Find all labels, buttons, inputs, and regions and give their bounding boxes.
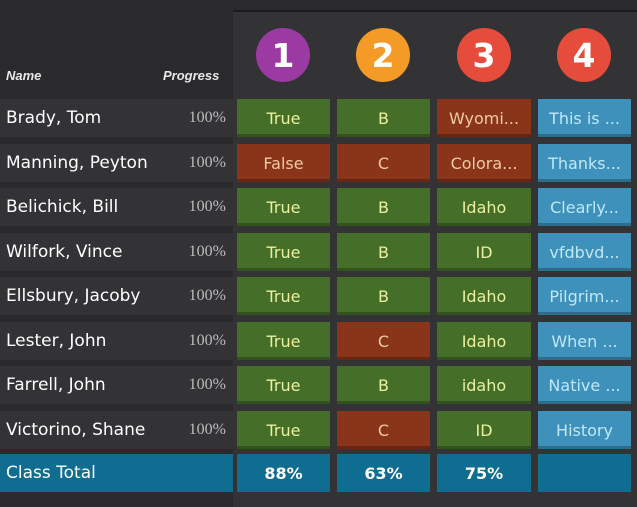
answer-cell-q1[interactable]: True — [237, 322, 330, 360]
student-name: Wilfork, Vince — [6, 242, 123, 262]
student-name: Manning, Peyton — [6, 153, 148, 173]
student-row[interactable]: Wilfork, Vince 100% — [0, 233, 233, 271]
student-name: Victorino, Shane — [6, 420, 146, 440]
question-2-header[interactable]: 2 — [356, 28, 410, 82]
student-name: Ellsbury, Jacoby — [6, 286, 141, 306]
answer-cell-q2[interactable]: B — [337, 99, 430, 137]
student-name: Farrell, John — [6, 375, 106, 395]
name-column-header[interactable]: Name — [6, 68, 42, 83]
answer-cell-q4[interactable]: Clearly... — [538, 188, 631, 226]
student-progress: 100% — [188, 109, 226, 126]
answer-cell-q4[interactable]: This is ... — [538, 99, 631, 137]
answer-cell-q3[interactable]: Colora... — [437, 144, 531, 182]
answer-cell-q3[interactable]: Idaho — [437, 188, 531, 226]
student-name: Belichick, Bill — [6, 197, 119, 217]
student-progress: 100% — [188, 198, 226, 215]
class-total-label: Class Total — [6, 463, 96, 483]
answer-cell-q2[interactable]: B — [337, 366, 430, 404]
answer-cell-q4[interactable]: Pilgrim... — [538, 277, 631, 315]
class-total-q4 — [538, 454, 631, 492]
student-progress: 100% — [188, 376, 226, 393]
student-progress: 100% — [188, 154, 226, 171]
student-row[interactable]: Brady, Tom 100% — [0, 99, 233, 137]
question-1-header[interactable]: 1 — [256, 28, 310, 82]
class-total-q2: 63% — [337, 454, 430, 492]
student-row[interactable]: Ellsbury, Jacoby 100% — [0, 277, 233, 315]
answer-cell-q3[interactable]: Wyomi... — [437, 99, 531, 137]
answer-cell-q2[interactable]: C — [337, 144, 430, 182]
class-total-q1: 88% — [237, 454, 330, 492]
class-total-row: Class Total — [0, 454, 233, 492]
answer-cell-q2[interactable]: B — [337, 188, 430, 226]
answer-cell-q4[interactable]: Native ... — [538, 366, 631, 404]
question-3-header[interactable]: 3 — [457, 28, 511, 82]
student-row[interactable]: Farrell, John 100% — [0, 366, 233, 404]
student-progress: 100% — [188, 287, 226, 304]
answer-cell-q2[interactable]: B — [337, 233, 430, 271]
student-row[interactable]: Victorino, Shane 100% — [0, 411, 233, 449]
student-progress: 100% — [188, 243, 226, 260]
progress-column-header[interactable]: Progress — [163, 68, 220, 83]
student-name: Lester, John — [6, 331, 107, 351]
answer-cell-q1[interactable]: True — [237, 188, 330, 226]
student-row[interactable]: Manning, Peyton 100% — [0, 144, 233, 182]
answer-cell-q3[interactable]: Idaho — [437, 277, 531, 315]
answer-cell-q1[interactable]: False — [237, 144, 330, 182]
answer-cell-q4[interactable]: Thanks... — [538, 144, 631, 182]
answer-cell-q1[interactable]: True — [237, 366, 330, 404]
top-strip — [0, 0, 637, 10]
answer-cell-q4[interactable]: When ... — [538, 322, 631, 360]
answer-cell-q2[interactable]: C — [337, 411, 430, 449]
answer-cell-q3[interactable]: idaho — [437, 366, 531, 404]
student-row[interactable]: Lester, John 100% — [0, 322, 233, 360]
answer-cell-q1[interactable]: True — [237, 233, 330, 271]
answer-cell-q1[interactable]: True — [237, 411, 330, 449]
question-4-header[interactable]: 4 — [557, 28, 611, 82]
student-row[interactable]: Belichick, Bill 100% — [0, 188, 233, 226]
answer-cell-q2[interactable]: B — [337, 277, 430, 315]
student-name: Brady, Tom — [6, 108, 102, 128]
answer-cell-q3[interactable]: Idaho — [437, 322, 531, 360]
student-progress: 100% — [188, 421, 226, 438]
answer-cell-q1[interactable]: True — [237, 277, 330, 315]
class-total-q3: 75% — [437, 454, 531, 492]
student-progress: 100% — [188, 332, 226, 349]
answer-cell-q4[interactable]: History — [538, 411, 631, 449]
answer-cell-q3[interactable]: ID — [437, 233, 531, 271]
answer-cell-q4[interactable]: vfdbvd... — [538, 233, 631, 271]
answer-cell-q3[interactable]: ID — [437, 411, 531, 449]
answer-cell-q1[interactable]: True — [237, 99, 330, 137]
answer-cell-q2[interactable]: C — [337, 322, 430, 360]
